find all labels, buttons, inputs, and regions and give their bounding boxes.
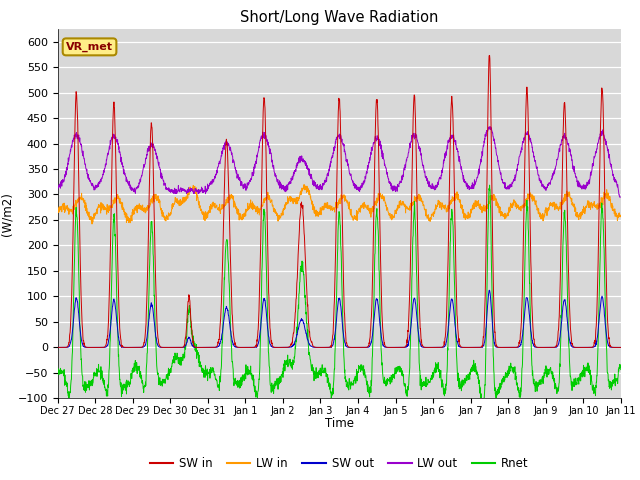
Text: VR_met: VR_met <box>66 42 113 52</box>
X-axis label: Time: Time <box>324 418 354 431</box>
Y-axis label: (W/m2): (W/m2) <box>1 192 13 236</box>
Title: Short/Long Wave Radiation: Short/Long Wave Radiation <box>240 10 438 25</box>
Legend: SW in, LW in, SW out, LW out, Rnet: SW in, LW in, SW out, LW out, Rnet <box>145 452 534 475</box>
